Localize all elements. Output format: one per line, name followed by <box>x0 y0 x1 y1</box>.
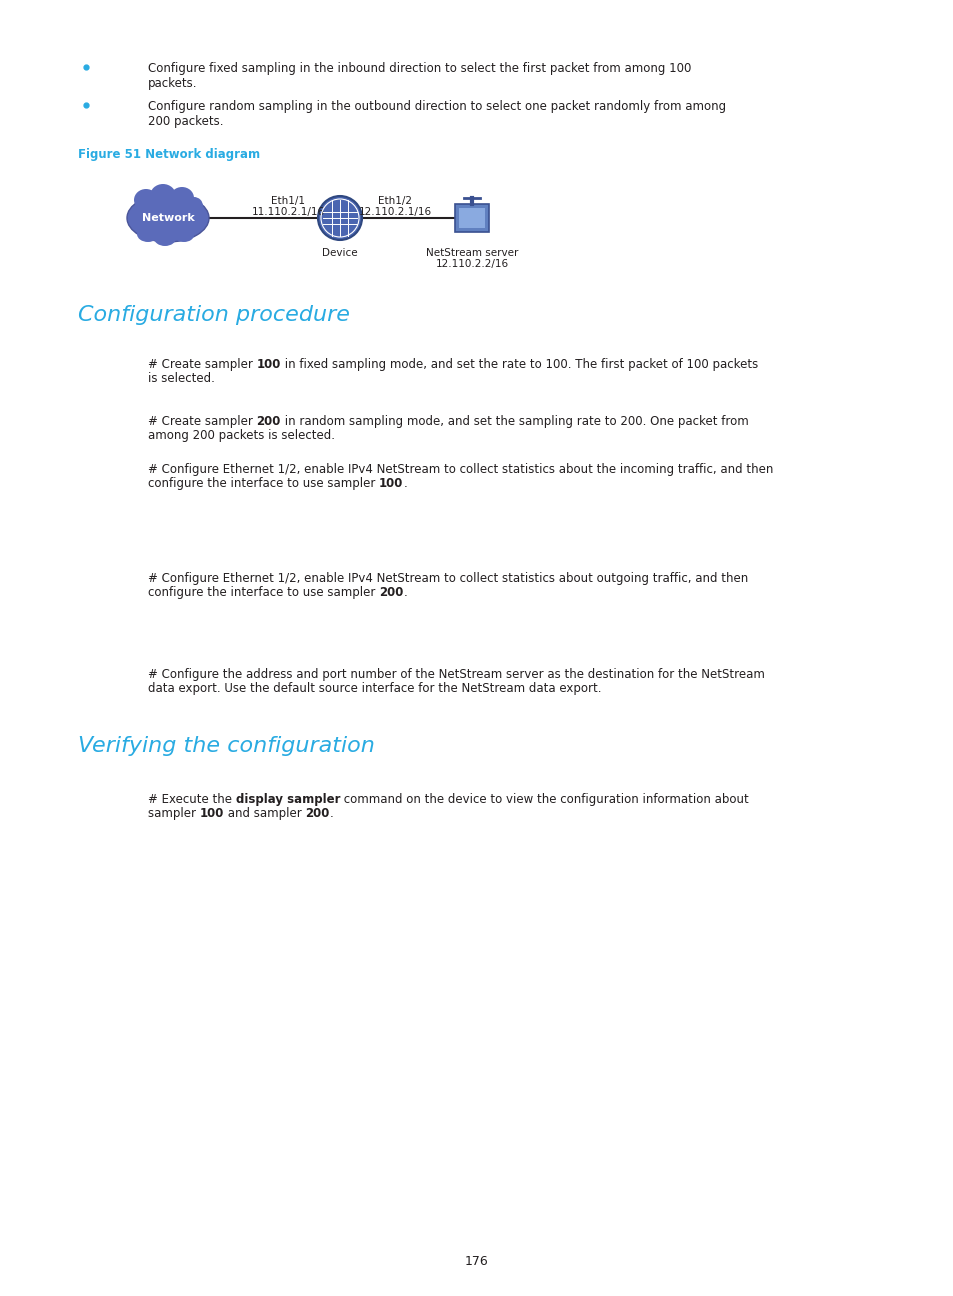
Text: display sampler: display sampler <box>235 793 340 806</box>
Text: Configuration procedure: Configuration procedure <box>78 305 350 325</box>
Text: 200: 200 <box>378 586 403 599</box>
Text: 200 packets.: 200 packets. <box>148 115 223 128</box>
Text: configure the interface to use sampler: configure the interface to use sampler <box>148 477 378 490</box>
Text: # Configure Ethernet 1/2, enable IPv4 NetStream to collect statistics about outg: # Configure Ethernet 1/2, enable IPv4 Ne… <box>148 572 747 584</box>
Text: data export. Use the default source interface for the NetStream data export.: data export. Use the default source inte… <box>148 682 601 695</box>
Text: 176: 176 <box>465 1255 488 1267</box>
Text: Network: Network <box>141 213 194 223</box>
Text: 12.110.2.2/16: 12.110.2.2/16 <box>435 259 508 270</box>
Ellipse shape <box>127 194 209 242</box>
Ellipse shape <box>137 226 159 242</box>
Text: .: . <box>330 807 334 820</box>
Text: is selected.: is selected. <box>148 372 214 385</box>
Text: configure the interface to use sampler: configure the interface to use sampler <box>148 586 378 599</box>
Text: 200: 200 <box>305 807 330 820</box>
Text: Verifying the configuration: Verifying the configuration <box>78 736 375 756</box>
Text: 100: 100 <box>199 807 224 820</box>
Text: # Create sampler: # Create sampler <box>148 358 256 371</box>
Text: Eth1/1: Eth1/1 <box>271 196 305 206</box>
Ellipse shape <box>153 229 175 246</box>
FancyBboxPatch shape <box>455 203 489 232</box>
Ellipse shape <box>133 189 158 211</box>
Text: # Execute the: # Execute the <box>148 793 235 806</box>
Text: # Create sampler: # Create sampler <box>148 415 256 428</box>
Text: 11.110.2.1/16: 11.110.2.1/16 <box>252 207 324 216</box>
Text: in fixed sampling mode, and set the rate to 100. The first packet of 100 packets: in fixed sampling mode, and set the rate… <box>281 358 758 371</box>
Text: 12.110.2.1/16: 12.110.2.1/16 <box>358 207 431 216</box>
Text: NetStream server: NetStream server <box>425 248 517 258</box>
Text: packets.: packets. <box>148 76 197 89</box>
Text: Eth1/2: Eth1/2 <box>377 196 412 206</box>
Ellipse shape <box>170 187 193 209</box>
Text: # Configure Ethernet 1/2, enable IPv4 NetStream to collect statistics about the : # Configure Ethernet 1/2, enable IPv4 Ne… <box>148 463 773 476</box>
FancyBboxPatch shape <box>458 207 484 228</box>
Text: in random sampling mode, and set the sampling rate to 200. One packet from: in random sampling mode, and set the sam… <box>281 415 748 428</box>
Text: among 200 packets is selected.: among 200 packets is selected. <box>148 429 335 442</box>
Ellipse shape <box>185 197 203 215</box>
Text: Configure random sampling in the outbound direction to select one packet randoml: Configure random sampling in the outboun… <box>148 100 725 113</box>
Ellipse shape <box>150 184 175 207</box>
Text: # Configure the address and port number of the NetStream server as the destinati: # Configure the address and port number … <box>148 667 764 680</box>
Text: .: . <box>403 586 407 599</box>
Circle shape <box>317 196 361 240</box>
Text: and sampler: and sampler <box>224 807 305 820</box>
Text: 100: 100 <box>256 358 281 371</box>
Ellipse shape <box>173 228 193 242</box>
Text: Configure fixed sampling in the inbound direction to select the first packet fro: Configure fixed sampling in the inbound … <box>148 62 691 75</box>
Text: 200: 200 <box>256 415 281 428</box>
Text: .: . <box>403 477 407 490</box>
Text: Device: Device <box>322 248 357 258</box>
Text: command on the device to view the configuration information about: command on the device to view the config… <box>340 793 748 806</box>
Text: Figure 51 Network diagram: Figure 51 Network diagram <box>78 148 260 161</box>
Text: sampler: sampler <box>148 807 199 820</box>
Text: 100: 100 <box>378 477 403 490</box>
